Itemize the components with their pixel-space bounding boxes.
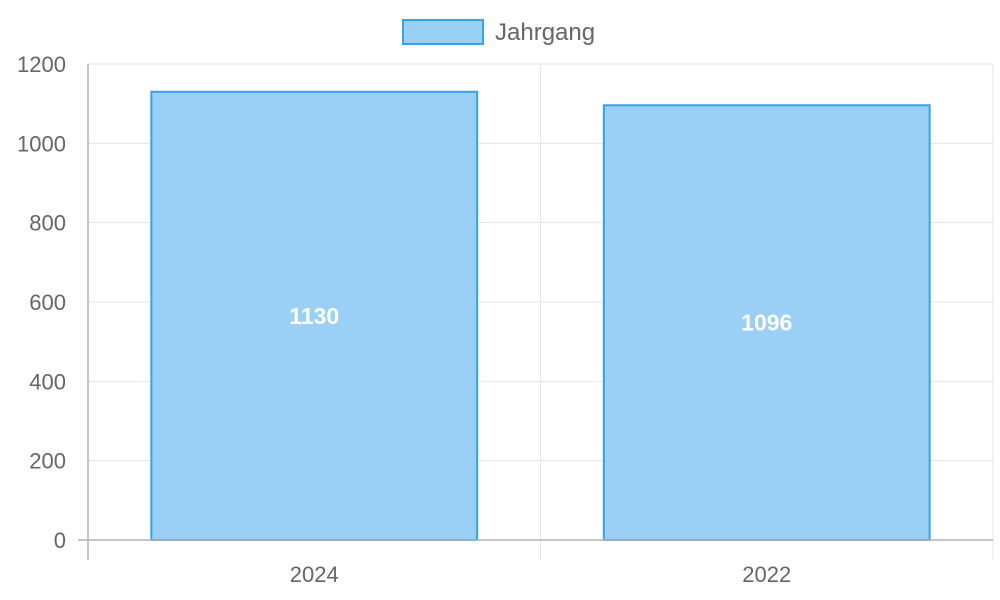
- x-tick-label: 2024: [290, 562, 339, 587]
- y-tick-label: 800: [29, 211, 66, 236]
- bar-2022[interactable]: [602, 104, 931, 542]
- labels-layer: 1130 1096: [289, 303, 792, 336]
- bars-layer: [150, 90, 931, 542]
- legend-swatch[interactable]: [402, 19, 484, 45]
- legend[interactable]: Jahrgang: [402, 19, 595, 46]
- y-tick-label: 200: [29, 449, 66, 474]
- axis-layer: 0 200 400 600 800 1000 1200 2024 2022: [17, 52, 993, 587]
- y-tick-label: 600: [29, 290, 66, 315]
- y-tick-label: 400: [29, 369, 66, 394]
- bar-2024[interactable]: [150, 90, 479, 542]
- legend-label[interactable]: Jahrgang: [495, 19, 595, 46]
- x-tick-label: 2022: [742, 562, 791, 587]
- y-tick-label: 1200: [17, 52, 66, 77]
- bar-value-label: 1130: [289, 303, 339, 329]
- bar-value-label: 1096: [741, 310, 792, 336]
- y-tick-label: 1000: [17, 131, 66, 156]
- y-tick-label: 0: [54, 528, 66, 553]
